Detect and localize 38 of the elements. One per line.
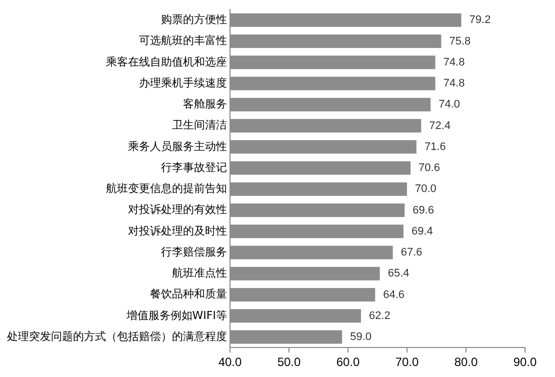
data-label: 65.4 bbox=[388, 268, 410, 280]
y-tick-label: 乘客在线自助值机和选座 bbox=[106, 55, 227, 68]
data-label: 71.6 bbox=[424, 140, 446, 153]
data-label: 64.6 bbox=[383, 288, 405, 301]
data-label: 62.2 bbox=[368, 310, 390, 322]
y-tick-label: 增值服务例如WIFI等 bbox=[125, 308, 227, 322]
x-tick-label: 50.0 bbox=[277, 355, 301, 370]
x-tick-label: 60.0 bbox=[336, 355, 360, 370]
data-label: 79.2 bbox=[469, 14, 491, 26]
y-tick-label: 客舱服务 bbox=[183, 98, 227, 111]
x-tick-label: 40.0 bbox=[218, 355, 242, 370]
y-tick-label: 购票的方便性 bbox=[161, 13, 227, 26]
data-label: 72.4 bbox=[429, 120, 451, 132]
x-tick-label: 70.0 bbox=[395, 355, 419, 370]
data-label: 70.0 bbox=[415, 183, 436, 196]
data-label: 74.8 bbox=[443, 78, 465, 90]
y-tick-label: 卫生间清洁 bbox=[172, 118, 227, 132]
data-label: 69.6 bbox=[412, 204, 434, 216]
y-tick-label: 航班变更信息的提前告知 bbox=[106, 182, 227, 196]
y-tick-label: 办理乘机手续速度 bbox=[139, 76, 227, 90]
data-label: 70.6 bbox=[418, 162, 440, 174]
data-label: 69.4 bbox=[411, 225, 433, 238]
y-tick-label: 餐饮品种和质量 bbox=[150, 288, 227, 301]
data-label: 74.0 bbox=[438, 98, 460, 111]
y-tick-label: 行李赔偿服务 bbox=[161, 245, 227, 258]
data-label: 59.0 bbox=[350, 331, 372, 344]
y-tick-label: 对投诉处理的及时性 bbox=[128, 224, 227, 238]
y-tick-label: 行李事故登记 bbox=[161, 160, 227, 174]
data-label: 67.6 bbox=[400, 246, 422, 259]
y-tick-label: 对投诉处理的有效性 bbox=[128, 203, 227, 216]
y-tick-label: 乘务人员服务主动性 bbox=[128, 140, 227, 153]
data-label: 74.8 bbox=[443, 56, 465, 68]
y-tick-label: 可选航班的丰富性 bbox=[139, 34, 227, 48]
data-label: 75.8 bbox=[449, 35, 471, 48]
y-tick-label: 航班准点性 bbox=[172, 266, 227, 280]
y-tick-label: 处理突发问题的方式（包括赔偿）的满意程度 bbox=[7, 330, 227, 343]
x-tick-label: 80.0 bbox=[454, 355, 478, 370]
x-tick-label: 90.0 bbox=[513, 355, 537, 370]
